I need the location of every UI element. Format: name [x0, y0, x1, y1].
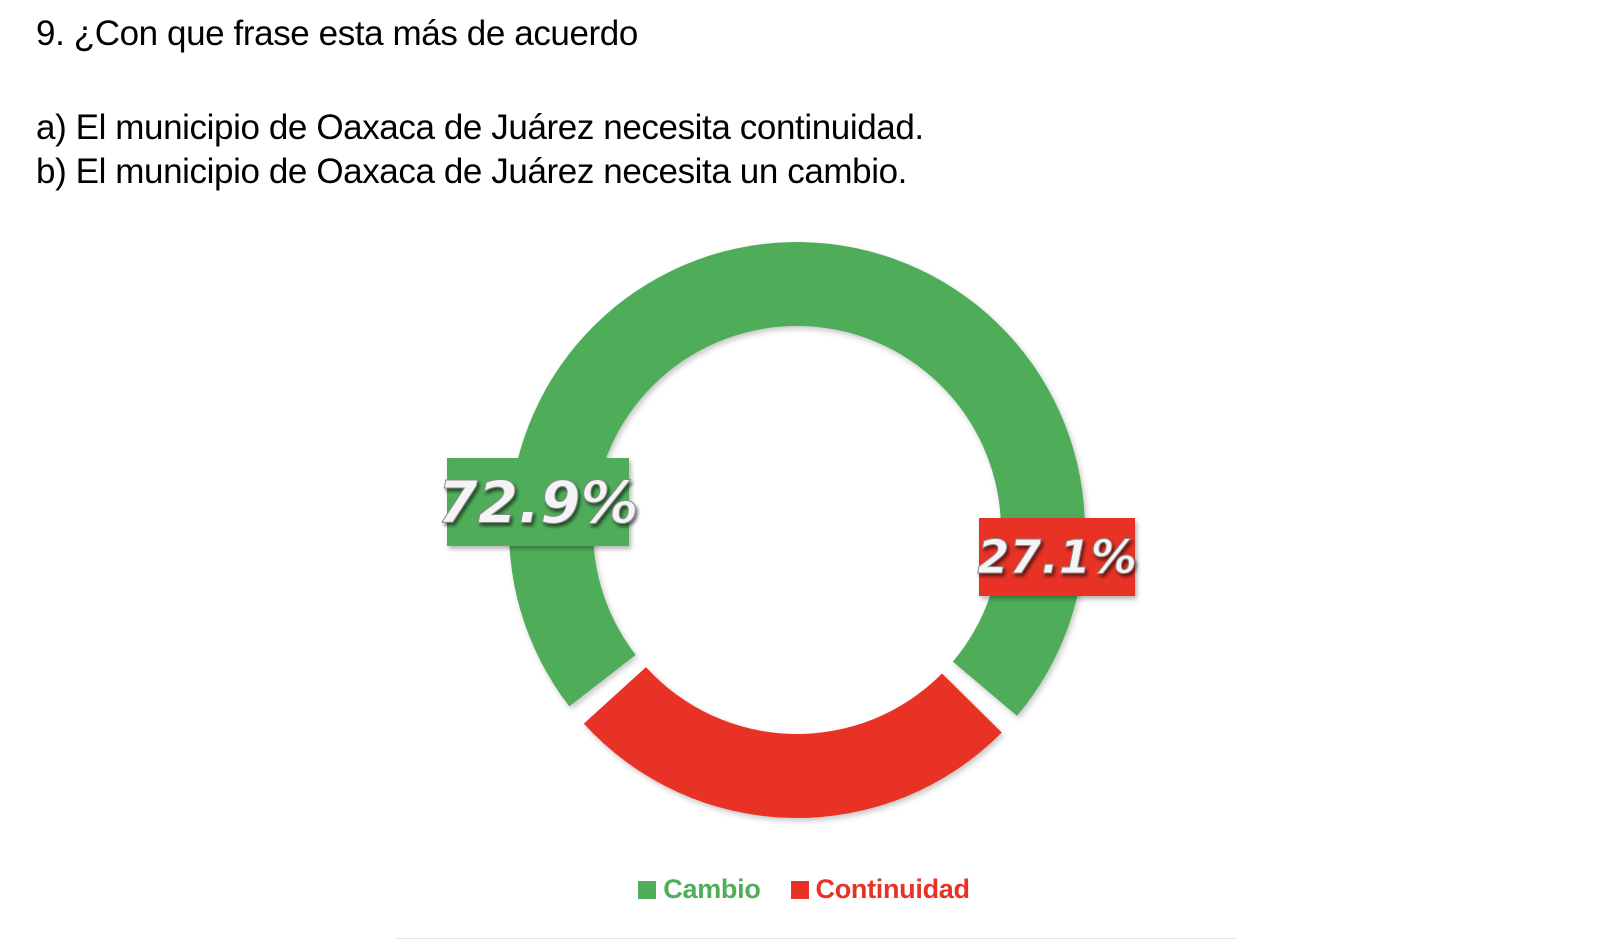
data-label-box-continuidad	[979, 518, 1135, 596]
data-label-text-cambio: 72.9%	[437, 468, 638, 536]
option-b: b) El municipio de Oaxaca de Juárez nece…	[36, 152, 907, 191]
legend-item-continuidad: Continuidad	[790, 874, 970, 905]
data-label-continuidad: 27.1%	[977, 518, 1137, 596]
data-label-cambio: 72.9%	[437, 458, 639, 546]
legend-swatch-cambio	[638, 880, 657, 899]
chart-legend: Cambio Continuidad	[0, 874, 1608, 905]
question-title: 9. ¿Con que frase esta más de acuerdo	[36, 14, 638, 53]
donut-segment-continuidad	[583, 667, 1002, 819]
legend-label-cambio: Cambio	[663, 874, 761, 904]
bottom-divider	[395, 938, 1237, 939]
legend-label-continuidad: Continuidad	[815, 874, 970, 904]
legend-item-cambio: Cambio	[638, 874, 761, 905]
donut-segment-cambio	[509, 241, 1086, 716]
answer-options: a) El municipio de Oaxaca de Juárez nece…	[36, 106, 924, 194]
option-a: a) El municipio de Oaxaca de Juárez nece…	[36, 108, 924, 147]
legend-swatch-continuidad	[790, 880, 809, 899]
data-label-text-continuidad: 27.1%	[977, 530, 1137, 584]
data-label-box-cambio	[447, 458, 629, 546]
